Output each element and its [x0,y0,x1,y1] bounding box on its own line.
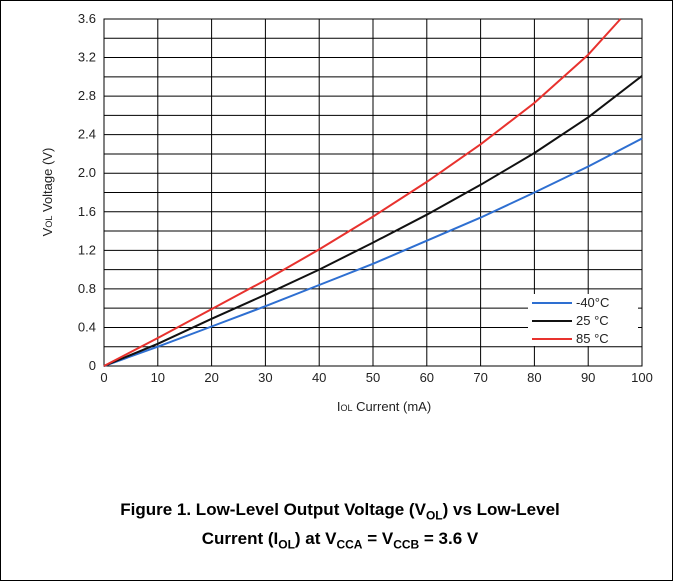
series-line [103,75,643,367]
y-axis-label: VOL Voltage (V) [40,148,55,237]
y-tick-label: 2.8 [78,88,96,103]
y-tick-label: 2.4 [78,127,96,142]
caption-line-2: Current (IOL) at VCCA = VCCB = 3.6 V [201,529,479,552]
x-tick-label: 40 [312,370,326,385]
legend-entry: 25 °C [576,313,609,328]
x-tick-label: 70 [473,370,487,385]
y-tick-label: 3.6 [78,11,96,26]
y-tick-label: 2.0 [78,165,96,180]
chart: 0 10 20 30 40 50 60 70 80 90 100 0 0.4 0.8 1.2 1.6 2.0 2.… [40,11,653,414]
x-tick-label: 80 [527,370,541,385]
x-tick-label: 100 [631,370,653,385]
y-tick-label: 0.8 [78,281,96,296]
x-tick-label: 10 [151,370,165,385]
y-tick-label: 0 [89,358,96,373]
legend-entry: 85 °C [576,331,609,346]
y-tick-label: 1.2 [78,242,96,257]
x-tick-label: 20 [204,370,218,385]
y-tick-label: 1.6 [78,204,96,219]
x-tick-label: 90 [581,370,595,385]
caption-line-1: Figure 1. Low-Level Output Voltage (VOL)… [120,500,560,523]
x-tick-label: 50 [366,370,380,385]
x-tick-label: 0 [100,370,107,385]
x-tick-label: 60 [420,370,434,385]
tick-labels: 0 10 20 30 40 50 60 70 80 90 100 0 0.4 0.8 1.2 1.6 2.0 2.… [78,11,653,385]
series-group [103,18,643,367]
legend: -40°C 25 °C 85 °C [528,294,638,346]
series-line [103,18,622,367]
legend-entry: -40°C [576,295,609,310]
y-tick-label: 3.2 [78,50,96,65]
figure-caption: Figure 1. Low-Level Output Voltage (VOL)… [40,498,640,557]
x-axis-label: IOL Current (mA) [337,399,431,414]
series-line [103,137,643,367]
y-tick-label: 0.4 [78,319,96,334]
x-tick-label: 30 [258,370,272,385]
